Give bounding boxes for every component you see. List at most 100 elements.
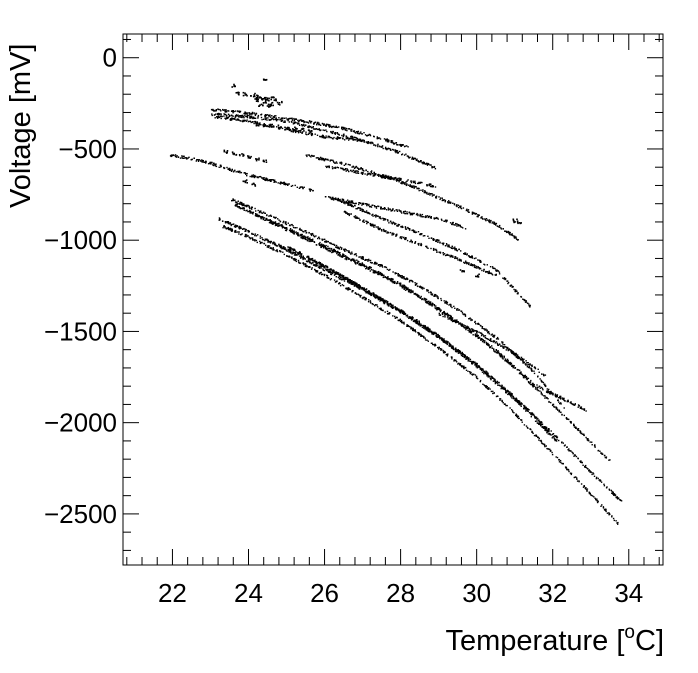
data-point	[498, 354, 501, 356]
data-point	[354, 170, 357, 172]
data-point	[491, 347, 493, 349]
data-point	[377, 226, 379, 228]
data-point	[453, 203, 456, 205]
data-point	[304, 236, 307, 239]
data-point	[433, 344, 435, 346]
data-point	[296, 122, 298, 124]
data-point	[243, 112, 245, 115]
data-point	[249, 238, 251, 240]
data-point	[254, 240, 256, 242]
data-point	[276, 250, 278, 252]
data-point	[448, 245, 450, 247]
data-point	[433, 194, 435, 196]
data-point	[566, 400, 569, 402]
data-point	[247, 235, 249, 237]
data-point	[291, 231, 293, 233]
data-point	[405, 287, 407, 289]
data-point	[361, 168, 363, 170]
data-point	[332, 249, 334, 252]
data-point	[337, 133, 339, 135]
data-point	[557, 399, 559, 401]
data-point	[409, 184, 411, 186]
data-point	[264, 115, 267, 118]
data-point	[387, 304, 389, 306]
data-point	[456, 223, 459, 225]
data-point	[354, 253, 356, 255]
data-point	[429, 185, 432, 188]
data-point	[532, 382, 534, 385]
data-point	[249, 212, 251, 214]
data-point	[256, 213, 258, 215]
data-point	[305, 238, 307, 240]
data-point	[295, 131, 297, 133]
data-point	[319, 244, 321, 247]
data-point	[470, 330, 472, 333]
data-point	[387, 232, 390, 234]
data-point	[282, 121, 285, 123]
data-point	[317, 157, 320, 159]
data-point	[382, 228, 385, 231]
data-point	[550, 434, 552, 436]
data-point	[431, 293, 434, 295]
data-point	[512, 364, 514, 367]
data-point	[336, 136, 339, 138]
data-point	[460, 259, 462, 261]
data-point	[430, 237, 433, 239]
data-point	[469, 264, 471, 266]
data-point	[284, 227, 287, 229]
data-point	[358, 256, 360, 258]
data-point	[376, 306, 379, 308]
data-point	[430, 303, 432, 306]
data-point	[269, 222, 271, 224]
data-point	[474, 321, 476, 323]
data-point	[563, 399, 565, 401]
data-point	[465, 328, 467, 331]
data-point	[457, 259, 459, 261]
data-point	[517, 369, 520, 371]
data-point	[345, 256, 347, 258]
data-point	[391, 223, 394, 225]
data-point	[273, 216, 275, 218]
data-point	[471, 264, 473, 267]
data-point	[435, 294, 437, 296]
data-point	[295, 129, 297, 131]
data-point	[580, 483, 583, 485]
data-point	[385, 140, 387, 142]
data-point	[182, 157, 184, 159]
data-point	[373, 172, 375, 174]
data-point	[387, 140, 389, 142]
data-point	[415, 331, 417, 333]
data-point	[262, 177, 264, 179]
data-point	[446, 355, 448, 357]
data-point	[241, 115, 243, 117]
data-point	[262, 217, 264, 219]
data-point	[303, 264, 305, 266]
data-point	[217, 108, 219, 110]
data-point	[426, 339, 428, 341]
data-point	[355, 263, 357, 265]
data-point	[193, 157, 195, 159]
data-point	[185, 157, 188, 159]
data-point	[298, 124, 301, 126]
data-point	[340, 248, 343, 250]
data-point	[486, 387, 489, 390]
data-point	[450, 304, 452, 307]
data-point	[269, 114, 271, 116]
data-point	[502, 277, 504, 279]
data-point	[377, 145, 379, 148]
data-point	[291, 253, 293, 255]
data-point	[390, 222, 392, 224]
data-point	[408, 317, 410, 319]
data-point	[348, 281, 350, 283]
data-point	[405, 153, 407, 155]
data-point	[444, 312, 446, 314]
data-point	[411, 186, 414, 189]
data-point	[555, 407, 558, 409]
data-point	[248, 236, 250, 238]
data-point	[455, 223, 458, 225]
data-point	[238, 116, 240, 118]
data-point	[339, 276, 341, 278]
data-point	[478, 336, 481, 339]
data-point	[509, 363, 512, 366]
data-point	[441, 219, 443, 222]
